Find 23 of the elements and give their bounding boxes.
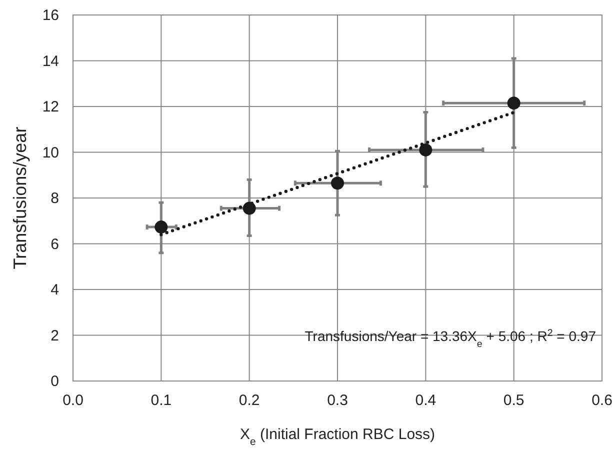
x-tick-label: 0.2 — [238, 392, 260, 409]
point — [331, 176, 344, 190]
x-axis-title: X$_{e}$ (Initial Fraction RBC Loss) — [240, 426, 436, 448]
y-tick-label: 6 — [50, 236, 59, 253]
point — [154, 220, 168, 234]
y-tick-label: 14 — [42, 52, 59, 70]
y-tick-label: 2 — [50, 327, 59, 344]
x-tick-label: 0.3 — [327, 392, 348, 409]
x-tick-label: 0.0 — [62, 392, 84, 409]
y-tick-label: 0 — [50, 373, 59, 390]
y-tick-label: 4 — [50, 282, 59, 298]
y-tick-label: 16 — [42, 7, 59, 24]
y-tick-label: 12 — [42, 98, 59, 116]
x-tick-label: 0.6 — [592, 392, 612, 409]
annotation: Transfusions/Year = 13.36X$_{e}$ + 5.06 ; R$^{2}$ = 0.97 — [304, 328, 596, 350]
point — [507, 96, 520, 110]
y-axis-title: Transfusions/year — [10, 126, 30, 270]
y-tick-label: 10 — [42, 144, 59, 162]
point — [419, 143, 432, 156]
x-tick-label: 0.1 — [150, 392, 172, 409]
x-tick-label: 0.5 — [503, 392, 524, 409]
y-tick-label: 8 — [50, 190, 59, 207]
x-tick-label: 0.4 — [415, 392, 436, 409]
